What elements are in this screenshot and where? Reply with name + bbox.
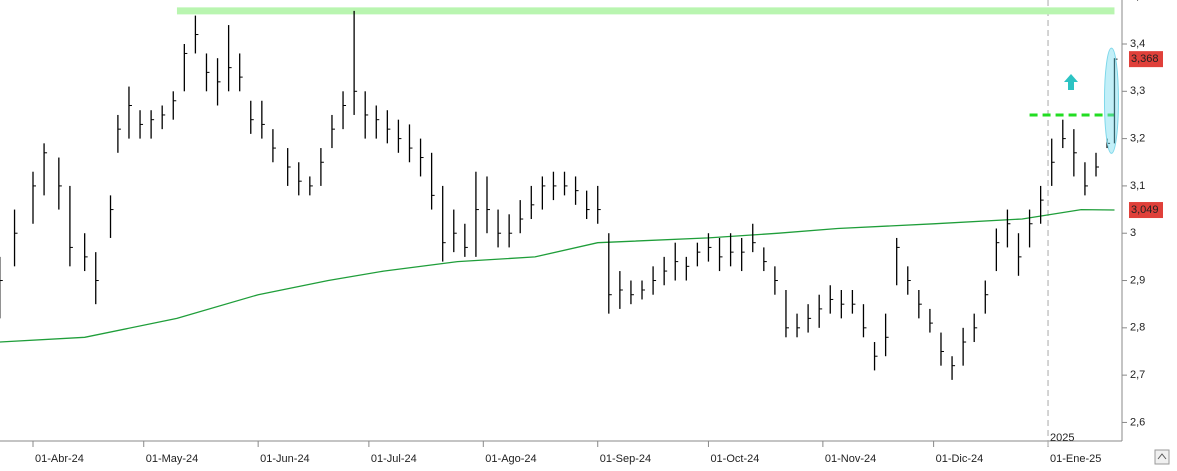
x-tick-label: 01-Oct-24 (710, 453, 759, 465)
x-tick-label: 01-Nov-24 (825, 453, 876, 465)
x-tick-label: 01-Abr-24 (35, 453, 84, 465)
y-tick-label: 2,9 (1130, 274, 1145, 286)
x-tick-label: 01-Sep-24 (600, 453, 651, 465)
y-tick-label: 2,8 (1130, 322, 1145, 334)
x-tick-label: 01-Jul-24 (371, 453, 417, 465)
year-label: 2025 (1050, 432, 1074, 444)
price-label: 3,368 (1131, 53, 1159, 65)
x-tick-label: 01-Jun-24 (260, 453, 310, 465)
scroll-icon (1157, 453, 1167, 460)
scroll-button[interactable] (1154, 449, 1170, 465)
y-tick-label: 3,5 (1130, 0, 1145, 3)
y-tick-label: 3,2 (1130, 133, 1145, 145)
y-tick-label: 2,7 (1130, 369, 1145, 381)
x-tick-label: 01-Dic-24 (936, 453, 984, 465)
moving-average (0, 208, 1115, 343)
x-tick-label: 01-Ago-24 (485, 453, 536, 465)
price-label-box (1129, 51, 1163, 68)
price-label-box (1129, 202, 1163, 219)
y-tick-label: 2,6 (1130, 416, 1145, 428)
x-tick-label: 01-Ene-25 (1050, 453, 1101, 465)
up-arrow (1064, 74, 1078, 90)
price-label: 3,049 (1131, 204, 1159, 216)
y-tick-label: 3,4 (1130, 38, 1145, 50)
highlight (1103, 47, 1119, 154)
y-tick-label: 3,3 (1130, 85, 1145, 97)
y-tick-label: 3,1 (1130, 180, 1145, 192)
x-tick-label: 01-May-24 (146, 453, 199, 465)
y-tick-label: 3 (1130, 227, 1136, 239)
